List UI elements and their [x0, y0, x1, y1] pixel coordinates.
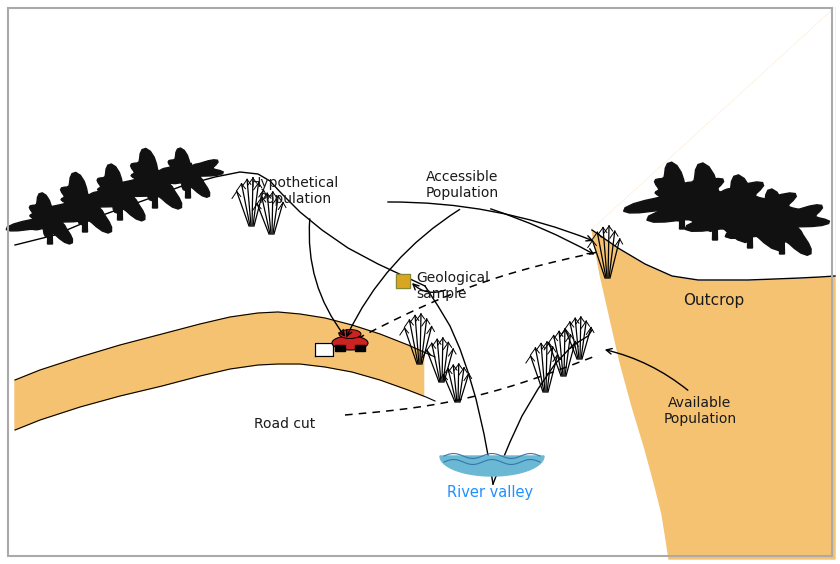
- Polygon shape: [355, 345, 365, 351]
- Polygon shape: [186, 179, 191, 198]
- Polygon shape: [335, 345, 345, 351]
- Polygon shape: [118, 200, 123, 220]
- Polygon shape: [647, 163, 772, 243]
- Polygon shape: [8, 8, 832, 556]
- Polygon shape: [33, 173, 129, 233]
- Polygon shape: [15, 8, 425, 286]
- Polygon shape: [780, 231, 785, 254]
- Text: Accessible
Population: Accessible Population: [425, 170, 499, 200]
- Polygon shape: [146, 148, 223, 197]
- Polygon shape: [680, 206, 685, 229]
- Text: River valley: River valley: [447, 484, 533, 500]
- Polygon shape: [623, 162, 731, 231]
- Text: Hypothetical
Population: Hypothetical Population: [251, 176, 339, 206]
- Polygon shape: [425, 286, 592, 559]
- Text: Geological
sample: Geological sample: [416, 271, 489, 301]
- Polygon shape: [712, 214, 717, 240]
- Polygon shape: [440, 456, 544, 476]
- Ellipse shape: [332, 336, 368, 350]
- Ellipse shape: [339, 329, 361, 338]
- Polygon shape: [71, 164, 160, 221]
- Text: Available
Population: Available Population: [664, 396, 737, 426]
- Polygon shape: [592, 8, 835, 559]
- Polygon shape: [153, 187, 158, 208]
- Polygon shape: [82, 211, 87, 232]
- Polygon shape: [592, 8, 835, 280]
- Polygon shape: [748, 223, 753, 248]
- Text: Road cut: Road cut: [255, 417, 316, 431]
- Text: Outcrop: Outcrop: [684, 293, 744, 307]
- Polygon shape: [685, 175, 804, 250]
- Polygon shape: [6, 193, 87, 244]
- Polygon shape: [315, 343, 333, 356]
- Polygon shape: [103, 148, 198, 209]
- Polygon shape: [15, 312, 435, 430]
- Polygon shape: [396, 274, 410, 288]
- Polygon shape: [725, 189, 829, 255]
- Polygon shape: [48, 226, 52, 244]
